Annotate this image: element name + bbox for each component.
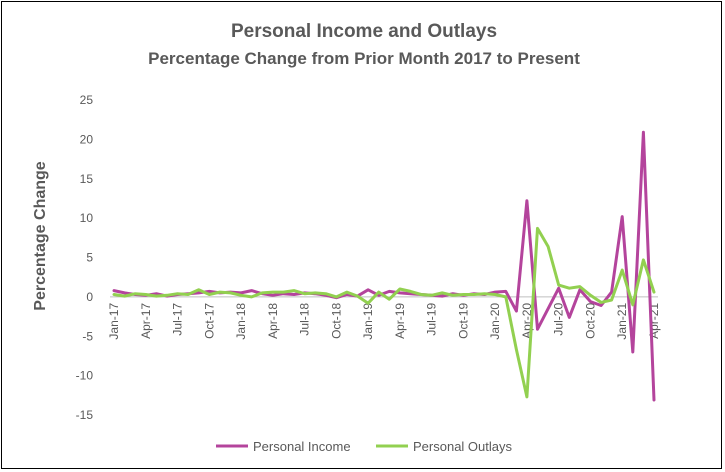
plot-series	[112, 130, 656, 402]
series-line-personal-income	[112, 130, 656, 402]
y-tick-label: 20	[80, 132, 94, 146]
y-tick-label: 15	[80, 172, 94, 186]
series-line-personal-outlays	[112, 226, 656, 399]
y-tick-label: -5	[82, 329, 93, 343]
y-tick-label: 10	[80, 211, 94, 225]
chart-subtitle: Percentage Change from Prior Month 2017 …	[148, 49, 580, 68]
x-tick-label: Jan-19	[361, 303, 375, 340]
x-tick-label: Oct-17	[202, 303, 216, 339]
x-tick-label: Apr-18	[266, 303, 280, 339]
chart-title: Personal Income and Outlays	[231, 21, 497, 42]
y-axis: -15 -10 -5 0 5 10 15 20 25	[76, 93, 94, 422]
legend-label-personal-income: Personal Income	[253, 439, 351, 454]
x-tick-label: Oct-20	[583, 303, 597, 339]
x-tick-label: Jul-18	[298, 303, 312, 336]
y-axis-label: Percentage Change	[32, 161, 49, 310]
x-tick-label: Jan-20	[488, 303, 502, 340]
y-tick-label: -15	[76, 408, 94, 422]
y-tick-label: -10	[76, 369, 94, 383]
x-tick-label: Jul-17	[171, 303, 185, 336]
x-tick-label: Oct-18	[329, 303, 343, 339]
x-tick-label: Jan-17	[107, 303, 121, 340]
y-tick-label: 25	[80, 93, 94, 107]
x-tick-label: Jul-20	[552, 303, 566, 336]
x-tick-label: Oct-19	[456, 303, 470, 339]
x-tick-label: Jul-19	[425, 303, 439, 336]
x-tick-label: Apr-17	[139, 303, 153, 339]
x-tick-label: Jan-21	[615, 303, 629, 340]
x-axis: Jan-17 Apr-17 Jul-17 Oct-17 Jan-18 Apr-18 Jul-…	[107, 296, 661, 340]
x-tick-label: Jan-18	[234, 303, 248, 340]
y-tick-label: 5	[86, 251, 93, 265]
legend: Personal Income Personal Outlays	[216, 439, 512, 454]
x-tick-label: Apr-19	[393, 303, 407, 339]
legend-label-personal-outlays: Personal Outlays	[413, 439, 512, 454]
y-tick-label: 0	[86, 290, 93, 304]
